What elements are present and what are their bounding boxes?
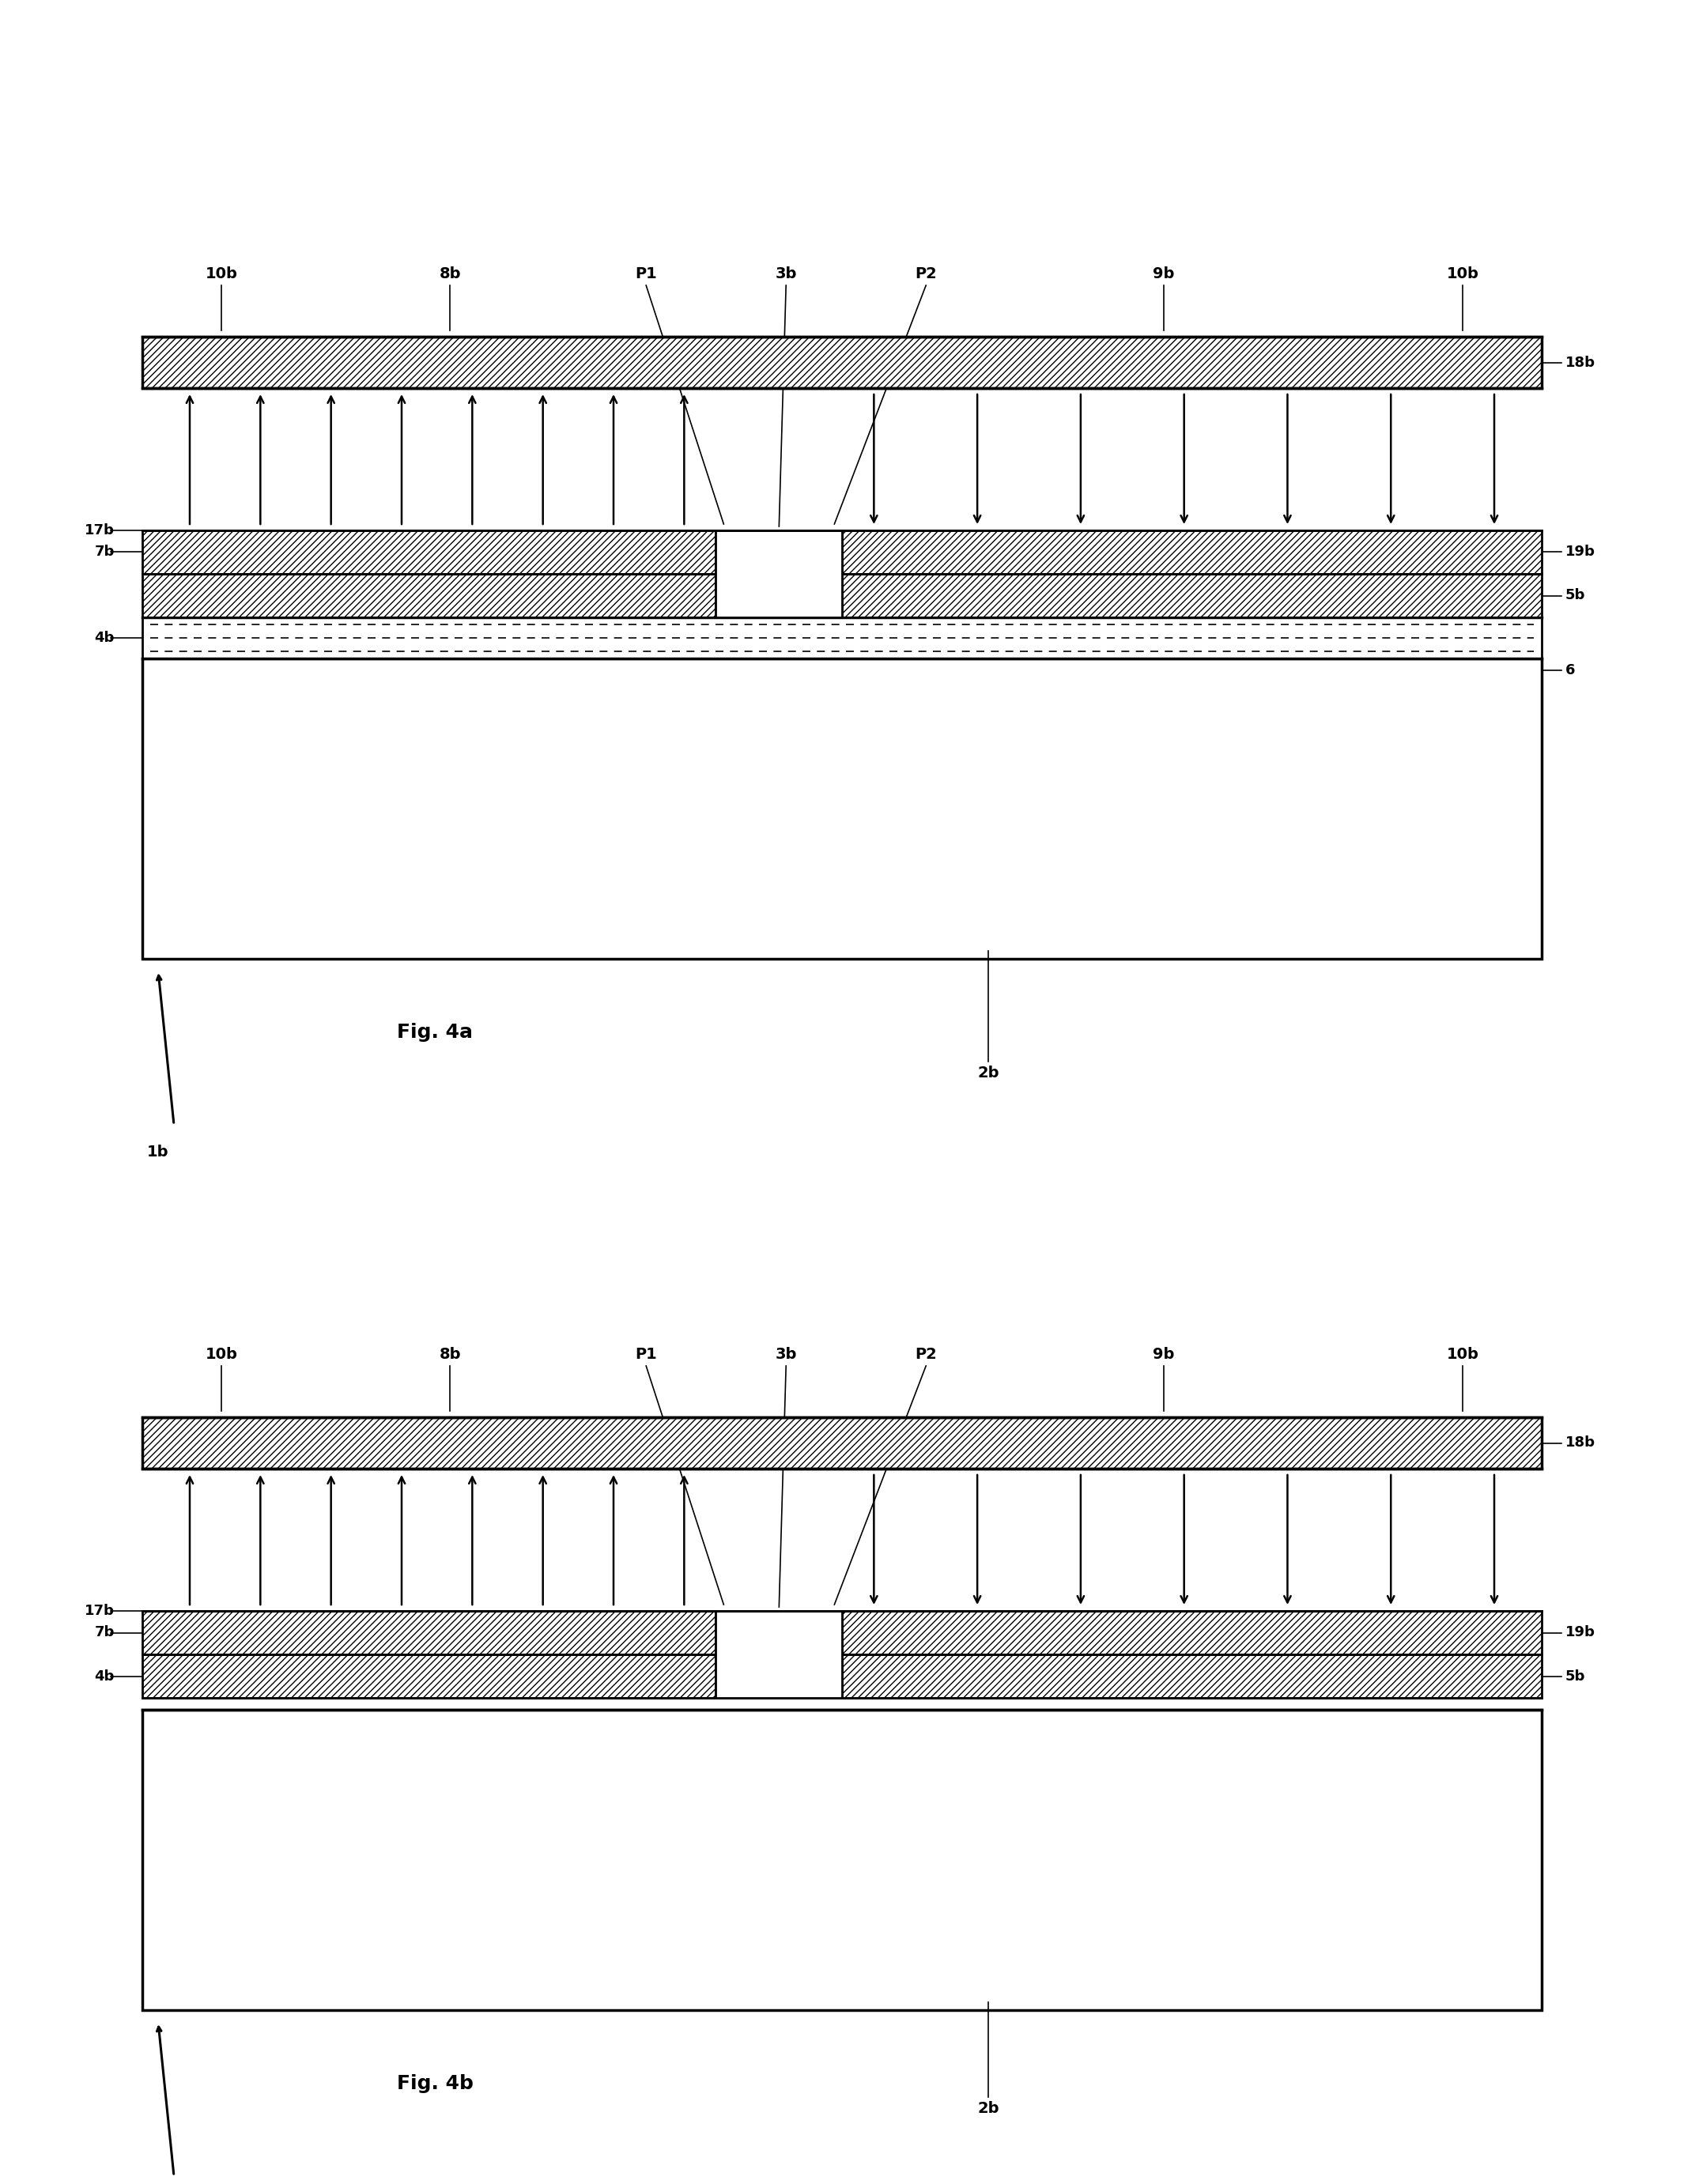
Bar xyxy=(842,531,1541,574)
Text: Fig. 4b: Fig. 4b xyxy=(396,2075,473,2092)
Text: 5b: 5b xyxy=(1566,587,1585,603)
Text: 10b: 10b xyxy=(1447,1348,1479,1363)
Text: 7b: 7b xyxy=(94,546,115,559)
Text: 10b: 10b xyxy=(1447,266,1479,282)
Text: 18b: 18b xyxy=(1566,1435,1595,1450)
Text: 10b: 10b xyxy=(205,266,237,282)
Text: 17b: 17b xyxy=(84,1603,115,1618)
Bar xyxy=(842,1655,1541,1697)
Bar xyxy=(716,1612,842,1697)
Text: 17b: 17b xyxy=(84,524,115,537)
Bar xyxy=(143,1612,716,1655)
Text: 8b: 8b xyxy=(440,1348,461,1363)
Text: Fig. 4a: Fig. 4a xyxy=(397,1022,473,1042)
Bar xyxy=(143,574,716,618)
Text: 4b: 4b xyxy=(94,1669,115,1684)
Text: 6: 6 xyxy=(1566,664,1575,677)
Text: P2: P2 xyxy=(914,1348,936,1363)
Text: 3b: 3b xyxy=(775,1348,797,1363)
Text: 18b: 18b xyxy=(1566,356,1595,369)
Text: 9b: 9b xyxy=(1154,266,1175,282)
Text: 9b: 9b xyxy=(1154,1348,1175,1363)
Bar xyxy=(143,1655,716,1697)
Text: 19b: 19b xyxy=(1566,1625,1595,1640)
Bar xyxy=(143,336,1541,389)
Text: 2b: 2b xyxy=(977,2101,999,2116)
Text: P2: P2 xyxy=(914,266,936,282)
Text: 8b: 8b xyxy=(440,266,461,282)
Text: 3b: 3b xyxy=(775,266,797,282)
Bar xyxy=(716,531,842,618)
Bar xyxy=(143,657,1541,959)
Text: 5b: 5b xyxy=(1566,1669,1585,1684)
Text: 4b: 4b xyxy=(94,631,115,644)
Text: 10b: 10b xyxy=(205,1348,237,1363)
Bar xyxy=(143,1710,1541,2009)
Bar xyxy=(842,574,1541,618)
Bar xyxy=(842,1612,1541,1655)
Text: 19b: 19b xyxy=(1566,546,1595,559)
Bar xyxy=(143,531,716,574)
Text: P1: P1 xyxy=(635,1348,657,1363)
Bar xyxy=(143,618,1541,657)
Text: P1: P1 xyxy=(635,266,657,282)
Text: 2b: 2b xyxy=(977,1066,999,1081)
Text: 7b: 7b xyxy=(94,1625,115,1640)
Bar xyxy=(143,1417,1541,1468)
Text: 1b: 1b xyxy=(147,1144,168,1160)
